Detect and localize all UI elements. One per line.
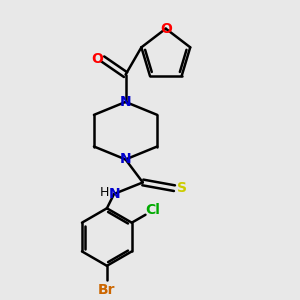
Text: O: O [160, 22, 172, 36]
Text: N: N [120, 152, 131, 167]
Text: Cl: Cl [146, 203, 160, 218]
Text: N: N [120, 95, 131, 109]
Text: S: S [177, 181, 187, 195]
Text: O: O [91, 52, 103, 66]
Text: N: N [108, 187, 120, 201]
Text: H: H [99, 186, 109, 199]
Text: Br: Br [98, 283, 116, 297]
